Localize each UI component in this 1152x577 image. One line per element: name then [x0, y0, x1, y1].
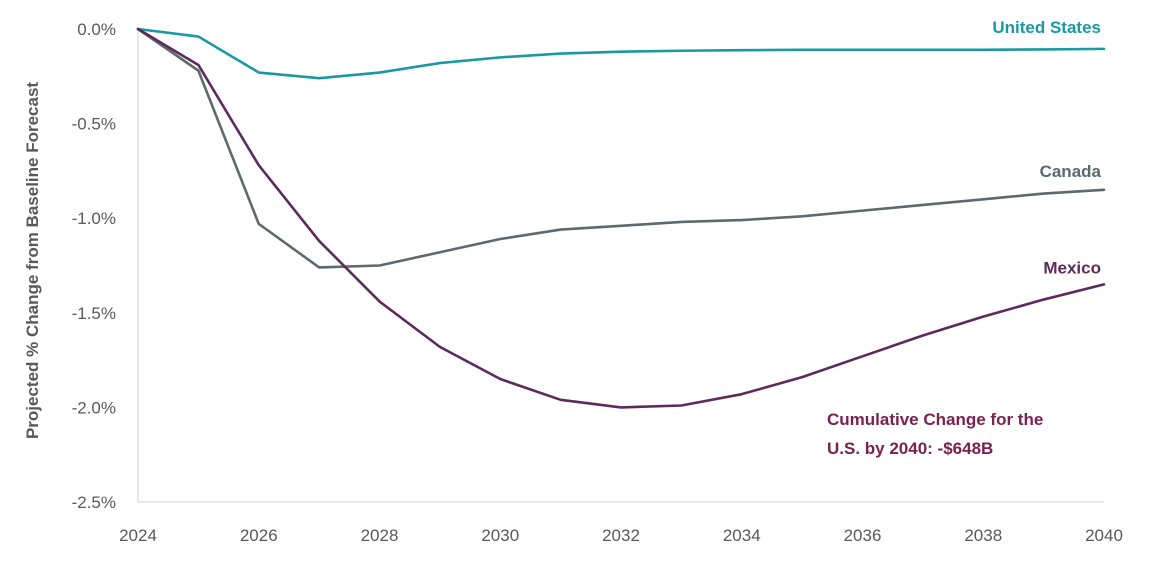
- x-tick-label: 2036: [844, 526, 882, 545]
- y-tick-label: -2.5%: [72, 493, 116, 512]
- x-tick-label: 2038: [964, 526, 1002, 545]
- y-axis-title: Projected % Change from Baseline Forecas…: [23, 82, 42, 439]
- y-tick-label: -1.0%: [72, 209, 116, 228]
- series-label-canada: Canada: [1040, 162, 1102, 181]
- y-tick-label: 0.0%: [77, 20, 116, 39]
- series-labels: United States Canada Mexico: [992, 18, 1101, 278]
- y-tick-labels: 0.0% -0.5% -1.0% -1.5% -2.0% -2.5%: [72, 20, 116, 512]
- y-tick-label: -0.5%: [72, 115, 116, 134]
- x-tick-labels: 2024 2026 2028 2030 2032 2034 2036 2038 2040: [119, 526, 1123, 545]
- y-tick-label: -2.0%: [72, 398, 116, 417]
- x-tick-label: 2032: [602, 526, 640, 545]
- annotation: Cumulative Change for the U.S. by 2040: …: [827, 410, 1043, 458]
- x-tick-label: 2026: [240, 526, 278, 545]
- y-axis-title-group: Projected % Change from Baseline Forecas…: [23, 82, 42, 439]
- annotation-line-1: Cumulative Change for the: [827, 410, 1043, 429]
- x-tick-label: 2024: [119, 526, 157, 545]
- series-label-united-states: United States: [992, 18, 1101, 37]
- x-tick-label: 2040: [1085, 526, 1123, 545]
- series-line-canada: [136, 27, 1106, 269]
- x-tick-label: 2028: [361, 526, 399, 545]
- series-lines: [136, 27, 1106, 409]
- x-tick-label: 2030: [481, 526, 519, 545]
- series-line-mexico: [136, 27, 1106, 409]
- y-tick-label: -1.5%: [72, 304, 116, 323]
- annotation-line-2: U.S. by 2040: -$648B: [827, 439, 993, 458]
- series-label-mexico: Mexico: [1043, 258, 1101, 277]
- series-line-united-states: [136, 27, 1106, 80]
- x-tick-label: 2034: [723, 526, 761, 545]
